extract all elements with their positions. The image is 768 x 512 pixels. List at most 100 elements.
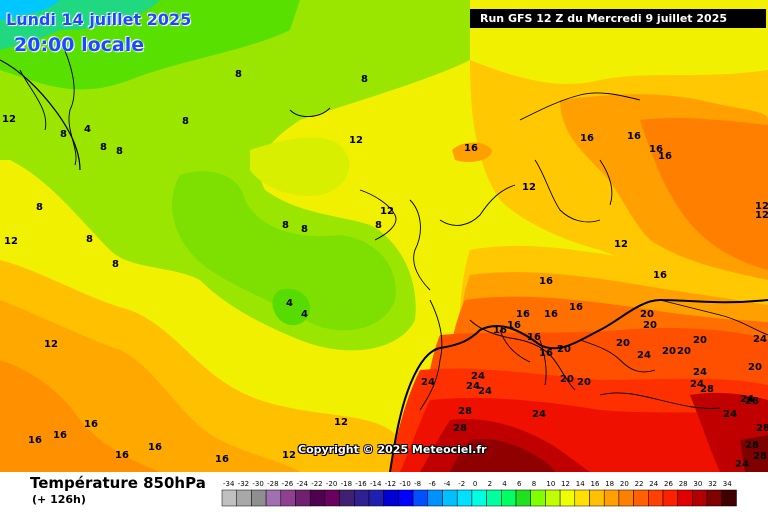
legend-swatch	[354, 489, 370, 507]
legend-tick-label: -34	[223, 480, 235, 488]
legend-swatch	[603, 489, 620, 507]
legend-swatch	[427, 489, 443, 507]
legend-swatch	[648, 489, 664, 507]
isotherm-label: 28	[753, 451, 767, 462]
isotherm-label: 4	[301, 309, 308, 320]
isotherm-label: 12	[349, 135, 363, 146]
legend-tick-label: -24	[297, 480, 309, 488]
isotherm-label: 20	[560, 374, 574, 385]
isotherm-label: 20	[640, 309, 654, 320]
legend-swatch	[677, 489, 693, 507]
legend-tick-label: -28	[267, 480, 278, 488]
isotherm-label: 16	[653, 270, 667, 281]
field-0-2-nw	[0, 0, 60, 20]
legend-swatch	[706, 489, 723, 507]
isotherm-label: 20	[662, 346, 676, 357]
isotherm-label: 16	[493, 325, 507, 336]
isotherm-label: 20	[748, 362, 762, 373]
forecast-date: Lundi 14 juillet 2025	[6, 10, 192, 29]
isotherm-label: 16	[649, 144, 663, 155]
isotherm-label: 16	[527, 332, 541, 343]
legend-swatch	[618, 489, 634, 507]
legend-tick-label: -20	[326, 480, 337, 488]
isotherm-label: 8	[235, 69, 242, 80]
isotherm-label: 8	[116, 146, 123, 157]
legend-tick-label: 22	[635, 480, 644, 488]
legend-tick-label: -8	[414, 480, 421, 488]
legend-tick-label: -26	[282, 480, 294, 488]
legend-swatch	[456, 489, 473, 507]
greenland-coast	[0, 59, 81, 171]
isotherm-label: 16	[28, 435, 42, 446]
forecast-time: 20:00 locale	[14, 34, 145, 56]
legend-tick-label: 18	[605, 480, 614, 488]
legend-tick-label: -6	[429, 480, 437, 488]
legend-swatch	[221, 489, 237, 507]
isotherm-label: 16	[516, 309, 530, 320]
isotherm-label: 12	[522, 182, 536, 193]
isotherm-label: 20	[557, 344, 571, 355]
legend-swatch	[633, 489, 649, 507]
isotherm-label: 8	[182, 116, 189, 127]
isotherm-label: 24	[740, 394, 754, 405]
isotherm-label: 16	[215, 454, 229, 465]
isotherm-label: 12	[2, 114, 16, 125]
legend-tick-label: -22	[311, 480, 322, 488]
parameter-title: Température 850hPa	[30, 474, 206, 492]
isotherm-label: 4	[84, 124, 91, 135]
field-8-cool-core	[171, 171, 396, 331]
legend-tick-label: 2	[488, 480, 492, 488]
isotherm-label: 12	[4, 236, 18, 247]
legend-tick-label: -4	[444, 480, 452, 488]
isotherm-label: 12	[755, 201, 768, 212]
legend-swatch	[662, 489, 678, 507]
legend-tick-label: -12	[385, 480, 396, 488]
legend-tick-label: 26	[664, 480, 673, 488]
legend-swatch	[692, 489, 708, 507]
isotherm-label: 16	[464, 143, 478, 154]
isotherm-label: 28	[745, 440, 759, 451]
isotherm-label: 8	[361, 74, 368, 85]
legend-tick-label: -14	[370, 480, 382, 488]
legend-tick-label: -2	[458, 480, 465, 488]
run-banner: Run GFS 12 Z du Mercredi 9 juillet 2025	[470, 9, 766, 28]
isotherm-label: 16	[115, 450, 129, 461]
legend-tick-label: 4	[502, 480, 507, 488]
isotherm-label: 16	[507, 320, 521, 331]
legend-swatch	[368, 489, 384, 507]
legend-swatch	[339, 489, 355, 507]
legend-swatch	[280, 489, 296, 507]
color-legend: -34 -32 -30 -28 -26 -24 -22 -20 -18 -16 -14 -12 -10-…	[221, 480, 737, 507]
isotherm-label: 12	[380, 206, 394, 217]
legend-swatch	[412, 489, 429, 507]
isotherm-label: 16	[580, 133, 594, 144]
isotherm-label: 28	[453, 423, 467, 434]
legend-ticks: -34 -32 -30 -28 -26 -24 -22 -20 -18 -16 -14 -12 -10-…	[223, 480, 732, 488]
isotherm-label: 24	[690, 379, 704, 390]
isotherm-label: 28	[458, 406, 472, 417]
legend-swatch	[383, 489, 399, 507]
isotherm-label: 8	[60, 129, 67, 140]
legend-tick-label: 10	[546, 480, 555, 488]
isotherm-label: 16	[627, 131, 641, 142]
legend-swatch	[501, 489, 517, 507]
isotherm-label: 24	[753, 334, 767, 345]
isotherm-label: 24	[723, 409, 737, 420]
isotherm-label: 24	[421, 377, 435, 388]
lead-time: (+ 126h)	[32, 493, 86, 506]
isotherm-label: 24	[637, 350, 651, 361]
legend-tick-label: -10	[399, 480, 410, 488]
isotherm-label: 12	[282, 450, 296, 461]
legend-swatch	[236, 489, 252, 507]
legend-swatch	[530, 489, 546, 507]
isotherm-label: 12	[44, 339, 58, 350]
legend-swatch	[574, 489, 590, 507]
legend-tick-label: 8	[532, 480, 536, 488]
legend-tick-label: 28	[679, 480, 688, 488]
isotherm-label: 16	[53, 430, 67, 441]
copyright-text: Copyright © 2025 Meteociel.fr	[298, 443, 487, 456]
isotherm-label: 20	[616, 338, 630, 349]
